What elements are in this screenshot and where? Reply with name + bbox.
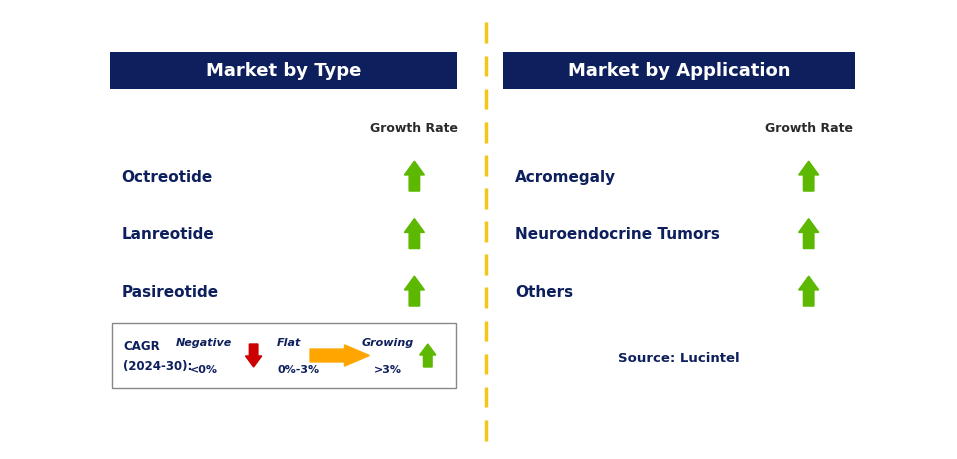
Text: Market by Application: Market by Application (568, 62, 790, 80)
Text: (2024-30):: (2024-30): (123, 359, 192, 372)
Text: >3%: >3% (373, 364, 402, 375)
Text: 0%-3%: 0%-3% (278, 364, 320, 375)
Polygon shape (405, 162, 425, 191)
Text: Growth Rate: Growth Rate (765, 122, 853, 135)
Text: Octreotide: Octreotide (122, 169, 212, 184)
Polygon shape (798, 276, 819, 307)
Text: Acromegaly: Acromegaly (515, 169, 616, 184)
Polygon shape (310, 345, 369, 366)
Text: Neuroendocrine Tumors: Neuroendocrine Tumors (515, 227, 720, 241)
Text: CAGR: CAGR (123, 339, 160, 352)
Text: Market by Type: Market by Type (206, 62, 362, 80)
Text: Growth Rate: Growth Rate (370, 122, 458, 135)
FancyBboxPatch shape (503, 53, 855, 90)
Text: Pasireotide: Pasireotide (122, 284, 218, 299)
Text: Flat: Flat (277, 337, 301, 347)
Polygon shape (798, 219, 819, 249)
FancyBboxPatch shape (110, 53, 457, 90)
Text: Source: Lucintel: Source: Lucintel (618, 352, 740, 364)
Text: Others: Others (515, 284, 573, 299)
Polygon shape (246, 344, 262, 367)
Text: Negative: Negative (176, 337, 232, 347)
Polygon shape (798, 162, 819, 191)
Polygon shape (405, 219, 425, 249)
Text: Growing: Growing (362, 337, 413, 347)
Text: Lanreotide: Lanreotide (122, 227, 214, 241)
Polygon shape (420, 344, 436, 367)
Polygon shape (405, 276, 425, 307)
FancyBboxPatch shape (112, 324, 456, 388)
Text: <0%: <0% (189, 364, 218, 375)
